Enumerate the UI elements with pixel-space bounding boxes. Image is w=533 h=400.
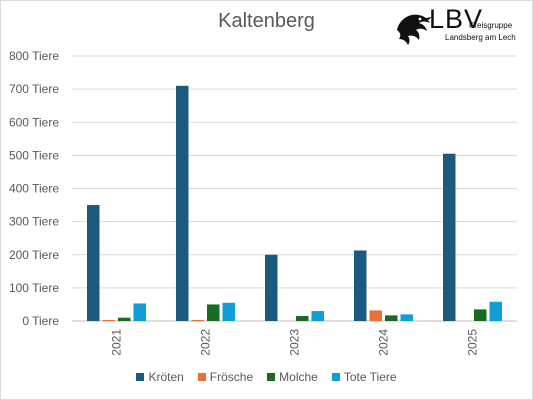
legend-swatch bbox=[136, 373, 145, 381]
bar bbox=[489, 301, 502, 321]
x-tick-label: 2023 bbox=[288, 329, 302, 356]
legend-item: Molche bbox=[267, 370, 318, 384]
bar bbox=[191, 320, 204, 321]
x-tick-label: 2021 bbox=[110, 329, 124, 356]
logo-subtitle-2: Landsberg am Lech bbox=[445, 33, 516, 42]
bar bbox=[265, 254, 278, 321]
bar bbox=[354, 250, 367, 321]
legend-item: Tote Tiere bbox=[331, 370, 397, 384]
legend-item: Kröten bbox=[136, 370, 184, 384]
bar bbox=[176, 85, 189, 321]
y-tick-label: 700 Tiere bbox=[9, 82, 59, 96]
lbv-logo: LBV Kreisgruppe Landsberg am Lech bbox=[393, 4, 523, 50]
bar bbox=[207, 304, 220, 321]
y-tick-label: 200 Tiere bbox=[9, 248, 59, 262]
y-tick-label: 400 Tiere bbox=[9, 182, 59, 196]
x-tick-label: 2025 bbox=[466, 329, 480, 356]
logo-text: LBV bbox=[429, 4, 484, 34]
bar bbox=[400, 314, 413, 321]
bar bbox=[296, 316, 309, 321]
chart-legend: Kröten Frösche Molche Tote Tiere bbox=[0, 370, 533, 384]
y-tick-label: 500 Tiere bbox=[9, 148, 59, 162]
bar bbox=[369, 310, 382, 321]
bar bbox=[118, 317, 131, 321]
bar bbox=[443, 153, 456, 321]
y-tick-label: 100 Tiere bbox=[9, 281, 59, 295]
bird-logo-icon bbox=[397, 14, 432, 45]
legend-label: Frösche bbox=[209, 370, 254, 384]
legend-swatch bbox=[267, 373, 276, 381]
x-tick-label: 2022 bbox=[199, 329, 213, 356]
chart-title: Kaltenberg bbox=[218, 10, 315, 32]
legend-swatch bbox=[197, 373, 206, 381]
legend-label: Tote Tiere bbox=[343, 370, 397, 384]
bar bbox=[311, 311, 324, 321]
bar bbox=[385, 315, 398, 321]
legend-item: Frösche bbox=[197, 370, 254, 384]
legend-label: Molche bbox=[279, 370, 318, 384]
bar bbox=[87, 205, 100, 321]
bar bbox=[222, 302, 235, 321]
x-tick-label: 2024 bbox=[377, 329, 391, 356]
legend-label: Kröten bbox=[148, 370, 184, 384]
legend-swatch bbox=[331, 373, 340, 381]
y-tick-label: 800 Tiere bbox=[9, 49, 59, 63]
bar bbox=[102, 320, 115, 321]
logo-subtitle-1: Kreisgruppe bbox=[469, 21, 513, 30]
bar bbox=[474, 309, 487, 321]
y-tick-label: 300 Tiere bbox=[9, 215, 59, 229]
y-tick-label: 0 Tiere bbox=[22, 314, 59, 328]
bar bbox=[133, 303, 146, 321]
y-tick-label: 600 Tiere bbox=[9, 115, 59, 129]
